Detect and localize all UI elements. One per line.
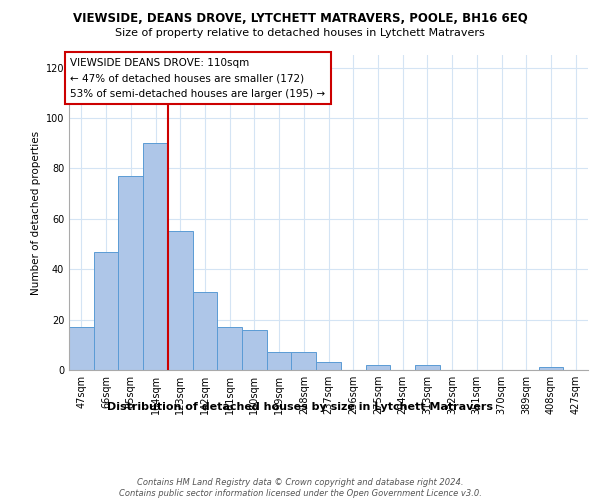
Bar [365,365,390,370]
Text: VIEWSIDE, DEANS DROVE, LYTCHETT MATRAVERS, POOLE, BH16 6EQ: VIEWSIDE, DEANS DROVE, LYTCHETT MATRAVER… [73,12,527,26]
Text: VIEWSIDE DEANS DROVE: 110sqm
← 47% of detached houses are smaller (172)
53% of s: VIEWSIDE DEANS DROVE: 110sqm ← 47% of de… [70,58,325,98]
Bar [118,176,143,370]
Text: Distribution of detached houses by size in Lytchett Matravers: Distribution of detached houses by size … [107,402,493,412]
Bar [193,292,217,370]
Bar [143,143,168,370]
Bar [69,327,94,370]
Bar [217,327,242,370]
Bar [539,368,563,370]
Text: Contains HM Land Registry data © Crown copyright and database right 2024.
Contai: Contains HM Land Registry data © Crown c… [119,478,481,498]
Y-axis label: Number of detached properties: Number of detached properties [31,130,41,294]
Bar [292,352,316,370]
Bar [242,330,267,370]
Text: Size of property relative to detached houses in Lytchett Matravers: Size of property relative to detached ho… [115,28,485,38]
Bar [168,232,193,370]
Bar [415,365,440,370]
Bar [94,252,118,370]
Bar [316,362,341,370]
Bar [267,352,292,370]
